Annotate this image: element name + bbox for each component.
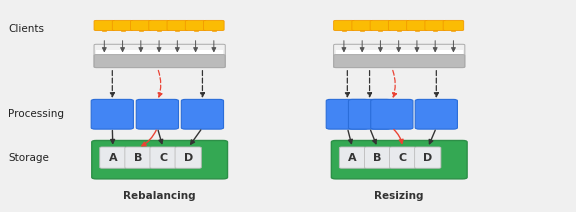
FancyBboxPatch shape [415,99,457,129]
Text: B: B [134,153,142,163]
Bar [212,30,216,31]
Text: C: C [399,153,407,163]
Bar [342,30,346,31]
Text: A: A [348,153,357,163]
FancyBboxPatch shape [125,147,151,168]
FancyBboxPatch shape [443,20,464,31]
FancyBboxPatch shape [150,147,176,168]
Text: Resizing: Resizing [374,191,424,201]
FancyBboxPatch shape [167,20,188,31]
FancyBboxPatch shape [94,55,225,68]
Bar [157,30,161,31]
Bar [360,30,364,31]
FancyBboxPatch shape [352,20,373,31]
Text: Processing: Processing [9,109,65,119]
Text: Rebalancing: Rebalancing [123,191,196,201]
Text: Storage: Storage [9,153,50,163]
Bar [120,30,124,31]
FancyBboxPatch shape [334,55,465,68]
Bar [397,30,401,31]
Bar [175,30,179,31]
Bar [452,30,456,31]
FancyBboxPatch shape [181,99,223,129]
FancyBboxPatch shape [425,20,445,31]
Text: C: C [159,153,167,163]
FancyBboxPatch shape [131,20,151,31]
Bar [378,30,382,31]
FancyBboxPatch shape [336,50,463,60]
FancyBboxPatch shape [91,99,134,129]
FancyBboxPatch shape [365,147,391,168]
FancyBboxPatch shape [371,99,413,129]
FancyBboxPatch shape [100,147,126,168]
FancyBboxPatch shape [96,50,223,60]
Text: D: D [423,153,433,163]
FancyBboxPatch shape [407,20,427,31]
Bar [139,30,143,31]
FancyBboxPatch shape [175,147,201,168]
FancyBboxPatch shape [137,99,179,129]
Text: D: D [184,153,193,163]
FancyBboxPatch shape [331,141,467,179]
FancyBboxPatch shape [339,147,366,168]
FancyBboxPatch shape [326,99,369,129]
FancyBboxPatch shape [370,20,391,31]
Text: B: B [373,153,382,163]
FancyBboxPatch shape [185,20,206,31]
FancyBboxPatch shape [388,20,409,31]
Bar [433,30,437,31]
FancyBboxPatch shape [94,20,115,31]
FancyBboxPatch shape [334,20,354,31]
FancyBboxPatch shape [348,99,391,129]
Text: Clients: Clients [9,24,44,33]
Bar [415,30,419,31]
Text: A: A [108,153,117,163]
FancyBboxPatch shape [389,147,416,168]
FancyBboxPatch shape [149,20,169,31]
FancyBboxPatch shape [415,147,441,168]
FancyBboxPatch shape [92,141,228,179]
Bar [194,30,198,31]
FancyBboxPatch shape [112,20,133,31]
FancyBboxPatch shape [203,20,224,31]
Bar [103,30,107,31]
